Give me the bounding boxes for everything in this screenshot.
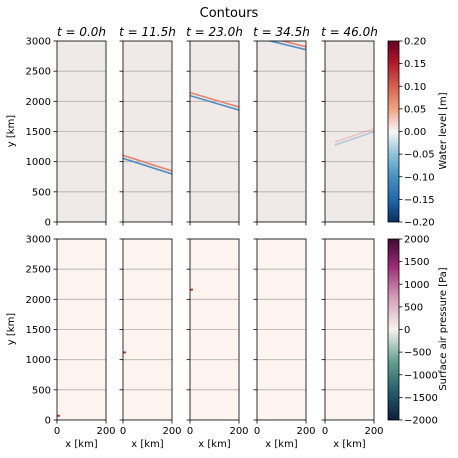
colorbar-water-level-label: Water level [m] <box>438 92 449 169</box>
panel-r0-c3: t = 34.5h <box>253 25 310 226</box>
colorbar-pressure-label: Surface air pressure [Pa] <box>438 267 449 390</box>
x-tick-label: 200 <box>96 426 115 437</box>
panel-r0-c0: 0 500 1000 1500 2000 2500 3000 t = 0.0h <box>26 25 107 229</box>
panel-r1-c4: 0 200 x [km] <box>321 238 384 450</box>
x-tick-label: 200 <box>162 426 181 437</box>
y-tick-label: 0 <box>45 416 51 427</box>
figure-title: Contours <box>200 6 259 21</box>
panel-time-title: t = 23.0h <box>186 25 243 39</box>
x-tick-label: 0 <box>187 426 193 437</box>
panel-r1-c1: 0 200 x [km] <box>119 238 182 450</box>
y-tick-label: 1500 <box>26 325 51 336</box>
colorbar-tick-label: −1000 <box>404 370 438 381</box>
y-tick-label: 3000 <box>26 37 51 48</box>
y-tick-label: 1000 <box>26 157 51 168</box>
panel-r1-c0: 0 500 1000 1500 2000 2500 3000 0 200 x [km] <box>26 235 116 451</box>
x-tick-label: 200 <box>229 426 248 437</box>
pressure-spot <box>57 414 60 417</box>
colorbar-tick-label: 0 <box>404 325 410 336</box>
y-tick-label: 3000 <box>26 235 51 246</box>
pressure-spot <box>190 288 193 291</box>
panel-time-title: t = 46.0h <box>321 25 378 39</box>
colorbar-surface-air-pressure: 2000 1500 1000 500 0 −500 −1000 −1500 −2000 Surf… <box>387 235 449 427</box>
wave-front-crest <box>334 128 374 143</box>
panel-time-title: t = 0.0h <box>57 25 106 39</box>
colorbar-tick-label: −2000 <box>404 416 438 427</box>
panel-time-title: t = 11.5h <box>119 25 176 39</box>
colorbar-tick-label: −0.05 <box>404 150 435 161</box>
x-tick-label: 200 <box>296 426 315 437</box>
panel-time-title: t = 34.5h <box>253 25 310 39</box>
colorbar-tick-label: −0.20 <box>404 218 435 229</box>
x-tick-label: 0 <box>322 426 328 437</box>
wave-front-crest <box>190 91 239 108</box>
colorbar-tick-label: 500 <box>404 302 423 313</box>
x-tick-label: 200 <box>364 426 383 437</box>
colorbar-tick-label: 0.00 <box>404 127 426 138</box>
y-tick-label: 2500 <box>26 265 51 276</box>
pressure-spot <box>123 351 126 354</box>
colorbar-tick-label: 0.20 <box>404 37 426 48</box>
x-tick-label: 0 <box>54 426 60 437</box>
colorbar-tick-label: 0.15 <box>404 59 426 70</box>
y-tick-label: 1500 <box>26 127 51 138</box>
colorbar-tick-label: −0.10 <box>404 172 435 183</box>
y-tick-label: 0 <box>45 218 51 229</box>
x-axis-label: x [km] <box>65 439 98 450</box>
wave-front-trough <box>267 41 306 51</box>
colorbar-tick-label: 0.05 <box>404 104 426 115</box>
colorbar-tick-label: −0.15 <box>404 195 435 206</box>
wave-front-crest <box>279 41 306 48</box>
y-tick-label: 500 <box>32 187 51 198</box>
wave-front-trough <box>334 131 374 146</box>
y-tick-label: 2000 <box>26 295 51 306</box>
panel-r0-c2: t = 23.0h <box>186 25 243 226</box>
wave-front-trough <box>190 94 239 111</box>
panel-r1-c3: 0 200 x [km] <box>253 238 316 450</box>
x-axis-label: x [km] <box>131 439 164 450</box>
colorbar-water-level: 0.20 0.15 0.10 0.05 0.00 −0.05 −0.10 −0.15 −0.20… <box>387 37 449 229</box>
ylabel-top: y [km] <box>6 115 17 148</box>
colorbar-tick-label: 1000 <box>404 280 429 291</box>
colorbar-tick-label: 2000 <box>404 235 429 246</box>
wave-front-trough <box>123 157 172 175</box>
colorbar-pressure-gradient <box>387 238 400 421</box>
wave-front-crest <box>123 154 172 172</box>
x-axis-label: x [km] <box>333 439 366 450</box>
x-axis-label: x [km] <box>265 439 298 450</box>
y-tick-label: 2000 <box>26 97 51 108</box>
panel-r0-c1: t = 11.5h <box>119 25 176 226</box>
colorbar-water-level-gradient <box>387 40 400 223</box>
colorbar-tick-label: 0.10 <box>404 82 426 93</box>
y-tick-label: 2500 <box>26 67 51 78</box>
colorbar-tick-label: −1500 <box>404 393 438 404</box>
colorbar-tick-label: −500 <box>404 348 431 359</box>
x-axis-label: x [km] <box>198 439 231 450</box>
y-tick-label: 500 <box>32 385 51 396</box>
colorbar-tick-label: 1500 <box>404 257 429 268</box>
panel-r0-c4: t = 46.0h <box>321 25 378 226</box>
ylabel-bottom: y [km] <box>6 313 17 346</box>
panel-r1-c2: 0 200 x [km] <box>186 238 249 450</box>
y-tick-label: 1000 <box>26 355 51 366</box>
x-tick-label: 0 <box>120 426 126 437</box>
x-tick-label: 0 <box>254 426 260 437</box>
